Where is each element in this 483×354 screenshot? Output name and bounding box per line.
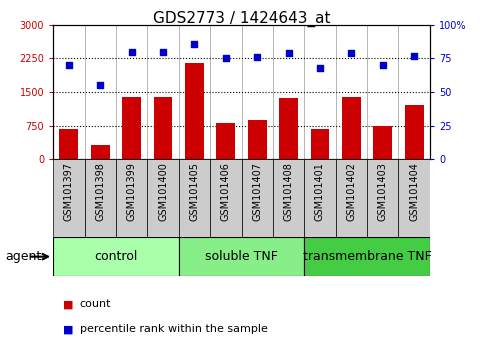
Bar [179,237,304,276]
Bar [59,129,78,159]
Text: percentile rank within the sample: percentile rank within the sample [80,324,268,334]
Text: GSM101397: GSM101397 [64,162,74,221]
Text: GDS2773 / 1424643_at: GDS2773 / 1424643_at [153,11,330,27]
Bar [279,98,298,159]
Text: GSM101406: GSM101406 [221,162,231,221]
Bar [336,159,367,237]
Bar [304,237,430,276]
Bar [154,97,172,159]
Bar [147,159,179,237]
Bar [122,97,141,159]
Bar [116,159,147,237]
Bar [367,159,398,237]
Point [191,41,199,46]
Point [253,54,261,60]
Text: ■: ■ [63,324,73,334]
Point [285,50,293,56]
Point [97,82,104,88]
Text: GSM101408: GSM101408 [284,162,294,221]
Text: GSM101404: GSM101404 [409,162,419,221]
Point [222,56,230,61]
Text: GSM101399: GSM101399 [127,162,137,221]
Point [348,50,355,56]
Bar [210,159,242,237]
Bar [248,120,267,159]
Point [411,53,418,58]
Bar [53,237,179,276]
Text: GSM101402: GSM101402 [346,162,356,221]
Bar [85,159,116,237]
Bar [216,122,235,159]
Text: GSM101405: GSM101405 [189,162,199,221]
Bar [311,129,329,159]
Bar [179,159,210,237]
Bar [273,159,304,237]
Text: transmembrane TNF: transmembrane TNF [303,250,431,263]
Text: GSM101400: GSM101400 [158,162,168,221]
Bar [398,159,430,237]
Bar [185,63,204,159]
Point [128,49,135,55]
Bar [242,159,273,237]
Text: control: control [94,250,138,263]
Bar [405,105,424,159]
Bar [342,97,361,159]
Bar [91,145,110,159]
Bar [373,126,392,159]
Text: ■: ■ [63,299,73,309]
Point [159,49,167,55]
Bar [304,159,336,237]
Text: GSM101403: GSM101403 [378,162,388,221]
Text: soluble TNF: soluble TNF [205,250,278,263]
Point [379,62,387,68]
Text: agent: agent [5,250,41,263]
Text: count: count [80,299,111,309]
Text: GSM101401: GSM101401 [315,162,325,221]
Point [65,62,73,68]
Text: GSM101398: GSM101398 [95,162,105,221]
Bar [53,159,85,237]
Text: GSM101407: GSM101407 [252,162,262,221]
Point [316,65,324,71]
